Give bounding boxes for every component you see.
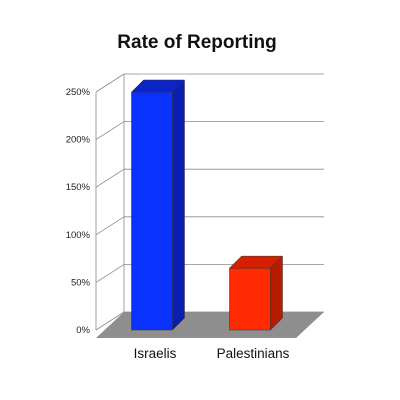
y-tick-label: 50%	[71, 277, 91, 288]
gridline-side	[95, 311, 125, 331]
bar-top	[130, 79, 186, 93]
bar-front	[229, 267, 271, 331]
gridline-side	[95, 121, 125, 140]
bar-israelis	[130, 79, 186, 331]
x-tick-label: Palestinians	[217, 346, 290, 361]
bar-palestinians	[228, 255, 284, 331]
bar-side	[270, 255, 283, 331]
y-tick-label: 150%	[66, 182, 91, 193]
bar-top	[228, 255, 284, 269]
gridline-side	[95, 216, 125, 236]
gridline-side	[95, 264, 125, 283]
chart-title: Rate of Reporting	[117, 32, 276, 53]
gridlines	[95, 73, 324, 331]
bars	[130, 79, 284, 331]
gridline-side	[95, 168, 125, 188]
bar-side	[172, 79, 185, 331]
y-tick-label: 200%	[66, 135, 91, 146]
y-axis-ticks: 0% 50% 100% 150% 200% 250%	[66, 87, 91, 336]
y-tick-label: 250%	[66, 87, 91, 98]
y-tick-label: 100%	[66, 230, 91, 241]
x-axis-labels: Israelis Palestinians	[134, 346, 290, 361]
gridline-side	[95, 73, 125, 93]
x-tick-label: Israelis	[134, 346, 177, 361]
floor-plane	[96, 312, 324, 338]
bar-front	[131, 91, 173, 331]
chart-floor	[96, 312, 324, 338]
y-tick-label: 0%	[76, 325, 90, 336]
